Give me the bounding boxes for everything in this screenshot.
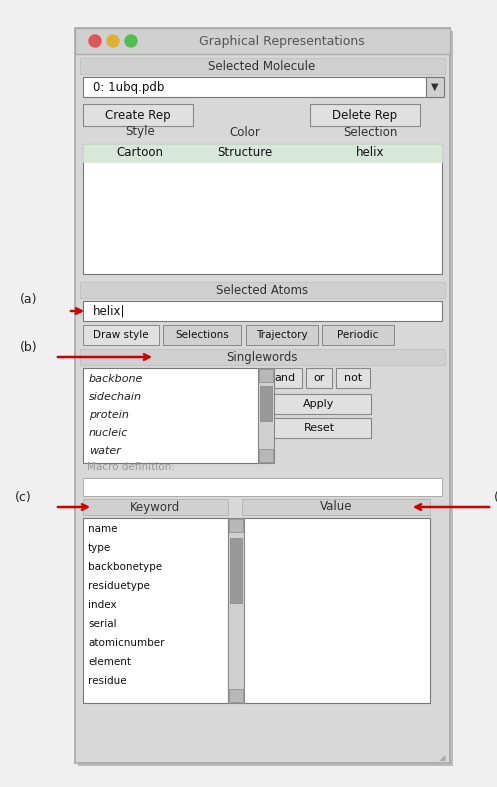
- Bar: [163, 325, 241, 345]
- Text: backbone: backbone: [89, 374, 143, 384]
- Text: not: not: [344, 373, 362, 383]
- Text: Structure: Structure: [217, 146, 273, 160]
- Bar: [83, 144, 442, 274]
- Bar: [322, 325, 394, 345]
- Text: Periodic: Periodic: [337, 330, 379, 340]
- Text: and: and: [274, 373, 296, 383]
- Bar: [83, 368, 258, 463]
- Bar: [75, 28, 450, 763]
- Text: Cartoon: Cartoon: [116, 146, 164, 160]
- Bar: [242, 518, 430, 703]
- Bar: [246, 325, 318, 345]
- Text: atomicnumber: atomicnumber: [88, 638, 165, 648]
- Bar: [259, 449, 273, 462]
- Text: Selection: Selection: [343, 125, 397, 139]
- Bar: [229, 689, 243, 702]
- Text: serial: serial: [88, 619, 117, 629]
- Text: Selected Atoms: Selected Atoms: [216, 283, 308, 297]
- Bar: [268, 394, 371, 414]
- Bar: [80, 58, 445, 74]
- Bar: [268, 368, 302, 388]
- Text: Selections: Selections: [175, 330, 229, 340]
- Circle shape: [89, 35, 101, 47]
- Bar: [75, 28, 450, 54]
- Bar: [260, 386, 272, 421]
- Bar: [268, 418, 371, 438]
- Text: Trajectory: Trajectory: [256, 330, 308, 340]
- Text: name: name: [88, 524, 117, 534]
- Text: residuetype: residuetype: [88, 581, 150, 591]
- Circle shape: [125, 35, 137, 47]
- Bar: [230, 538, 242, 603]
- Bar: [78, 31, 453, 766]
- Bar: [83, 144, 442, 162]
- Bar: [80, 282, 445, 298]
- Text: nucleic: nucleic: [89, 428, 128, 438]
- Bar: [83, 104, 193, 126]
- Text: helix|: helix|: [93, 305, 126, 317]
- Bar: [259, 369, 273, 382]
- Text: type: type: [88, 543, 111, 553]
- Bar: [83, 478, 442, 496]
- Bar: [83, 518, 228, 703]
- Bar: [336, 368, 370, 388]
- Text: protein: protein: [89, 410, 129, 420]
- Text: Delete Rep: Delete Rep: [332, 109, 398, 121]
- Bar: [242, 499, 430, 515]
- Text: Style: Style: [125, 125, 155, 139]
- Text: ◢: ◢: [439, 753, 445, 763]
- Text: (c): (c): [15, 490, 32, 504]
- Text: Keyword: Keyword: [130, 501, 180, 513]
- Text: element: element: [88, 657, 131, 667]
- Bar: [83, 325, 159, 345]
- Circle shape: [107, 35, 119, 47]
- Bar: [310, 104, 420, 126]
- Text: Apply: Apply: [303, 399, 334, 409]
- Text: helix: helix: [356, 146, 384, 160]
- Text: (d): (d): [494, 490, 497, 504]
- Text: ▼: ▼: [431, 82, 439, 92]
- Text: Color: Color: [230, 125, 260, 139]
- Text: Graphical Representations: Graphical Representations: [199, 35, 365, 49]
- Bar: [306, 368, 332, 388]
- Text: Selected Molecule: Selected Molecule: [208, 60, 316, 72]
- Text: water: water: [89, 446, 121, 456]
- Text: (b): (b): [20, 341, 38, 353]
- Text: residue: residue: [88, 676, 127, 686]
- Bar: [228, 518, 244, 703]
- Bar: [258, 368, 274, 463]
- Text: or: or: [313, 373, 325, 383]
- Bar: [83, 301, 442, 321]
- Text: sidechain: sidechain: [89, 392, 142, 402]
- Text: Draw style: Draw style: [93, 330, 149, 340]
- Text: Singlewords: Singlewords: [226, 350, 298, 364]
- Bar: [83, 77, 442, 97]
- Text: Macro definition:: Macro definition:: [87, 462, 175, 472]
- Text: Create Rep: Create Rep: [105, 109, 171, 121]
- Bar: [80, 349, 445, 365]
- Text: index: index: [88, 600, 117, 610]
- Text: (a): (a): [20, 293, 37, 305]
- Bar: [83, 499, 228, 515]
- Bar: [229, 519, 243, 532]
- Text: 0: 1ubq.pdb: 0: 1ubq.pdb: [93, 80, 165, 94]
- Text: Value: Value: [320, 501, 352, 513]
- Text: backbonetype: backbonetype: [88, 562, 162, 572]
- Bar: [426, 77, 444, 97]
- Text: Reset: Reset: [304, 423, 334, 433]
